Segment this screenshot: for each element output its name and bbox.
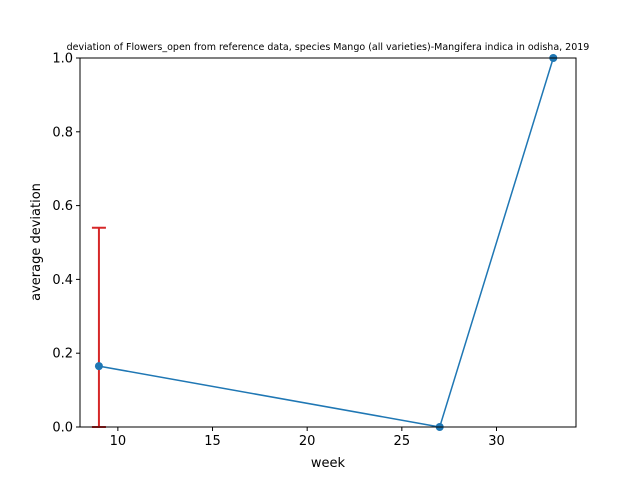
y-tick-label: 0.0 xyxy=(52,421,73,436)
y-tick-label: 1.0 xyxy=(52,52,73,67)
y-axis-label: average deviation xyxy=(29,183,44,301)
y-tick-label: 0.4 xyxy=(52,273,73,288)
chart-title: deviation of Flowers_open from reference… xyxy=(67,42,590,53)
y-tick-label: 0.6 xyxy=(52,199,73,214)
plot-frame xyxy=(79,57,577,428)
y-axis: 0.0 0.2 0.4 0.6 0.8 1.0 xyxy=(52,52,80,436)
y-tick-label: 0.2 xyxy=(52,347,73,362)
series-line xyxy=(98,57,554,428)
x-tick-label: 20 xyxy=(299,434,316,449)
x-tick-label: 10 xyxy=(110,434,127,449)
x-tick-label: 30 xyxy=(488,434,505,449)
y-tick-label: 0.8 xyxy=(52,125,73,140)
x-axis: 10 15 20 25 30 xyxy=(110,427,505,449)
data-point xyxy=(94,362,103,371)
x-tick-label: 15 xyxy=(204,434,221,449)
x-axis-label: week xyxy=(311,456,346,471)
plot-area xyxy=(91,54,558,431)
x-tick-label: 25 xyxy=(394,434,411,449)
